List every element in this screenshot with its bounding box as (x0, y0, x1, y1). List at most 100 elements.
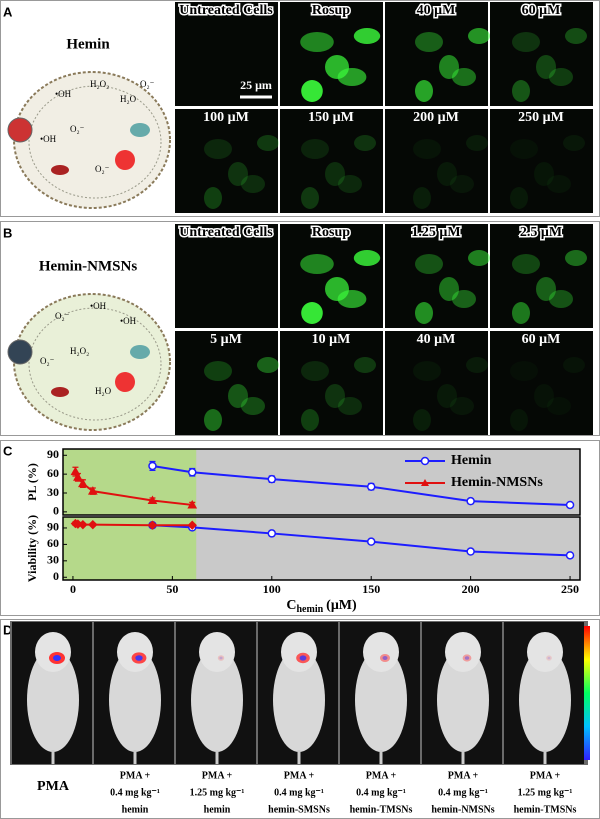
cell-label: •OH (90, 301, 107, 311)
signal (217, 655, 225, 661)
cell-label: •OH (55, 89, 72, 99)
cell-fluorescence (452, 290, 476, 308)
micrograph (490, 224, 593, 328)
cell-fluorescence (549, 290, 573, 308)
panel-title: Hemin-NMSNs (39, 258, 137, 274)
micrograph (175, 224, 278, 328)
signal-core (219, 656, 223, 660)
signal (462, 654, 472, 662)
cell-label: •OH (40, 134, 57, 144)
signal-core (464, 656, 470, 660)
cell-fluorescence (534, 384, 554, 408)
cell-label: O₂⁻ (55, 311, 70, 321)
cell-fluorescence (510, 187, 528, 209)
group-label: 0.4 mg kg⁻¹ (438, 787, 488, 798)
cell-label: H₂O₂ (70, 346, 89, 356)
cell-fluorescence (353, 250, 381, 266)
signal (546, 655, 552, 661)
cell-fluorescence (228, 162, 248, 186)
cell-fluorescence (257, 135, 279, 151)
cell-fluorescence (466, 357, 488, 373)
mouse-body (355, 648, 407, 752)
point (565, 551, 575, 560)
signal-core (382, 656, 388, 660)
series-line (152, 464, 571, 506)
y-tick-label: 0 (53, 569, 59, 583)
cell-fluorescence (512, 254, 540, 274)
x-tick-label: 150 (362, 582, 380, 596)
group-label: PMA + (202, 770, 233, 781)
image-label: Rosup (312, 3, 350, 18)
y-axis-label: PL (%) (25, 463, 39, 501)
image-label: 60 μM (522, 3, 561, 18)
point (73, 472, 83, 481)
signal-core (299, 655, 307, 661)
y-tick-label: 90 (47, 520, 59, 534)
micrograph (490, 109, 593, 213)
point (188, 468, 197, 477)
point (466, 496, 475, 506)
micrograph (280, 224, 383, 328)
cell-label: H₂O (95, 386, 112, 396)
cell-fluorescence (301, 409, 319, 431)
point (147, 520, 158, 530)
cell-fluorescence (354, 135, 376, 151)
image-label: 10 μM (312, 332, 351, 347)
micrograph (385, 331, 488, 435)
cell-fluorescence (413, 187, 431, 209)
cell-fluorescence (536, 277, 556, 301)
cell-fluorescence (565, 28, 587, 44)
mouse-body (191, 648, 243, 752)
point (147, 495, 158, 505)
group-label: hemin-SMSNs (268, 804, 330, 815)
cell-fluorescence (450, 175, 474, 193)
cell-fluorescence (536, 55, 556, 79)
organelle (115, 150, 135, 170)
x-axis-label-unit: (μM) (326, 598, 357, 613)
micrograph (175, 331, 278, 435)
y-tick-label: 0 (53, 504, 59, 518)
cell-fluorescence (549, 68, 573, 86)
cell-inner (28, 85, 162, 199)
cell-fluorescence (325, 277, 349, 301)
particle (7, 117, 33, 143)
point (187, 499, 198, 509)
group-label: PMA + (448, 770, 479, 781)
y-tick-label: 30 (47, 485, 59, 499)
cell-fluorescence (413, 409, 431, 431)
cell-inner (28, 307, 162, 421)
cell-label: H₂O (120, 94, 137, 104)
cell-fluorescence (510, 361, 538, 381)
cell-fluorescence (300, 254, 334, 274)
cell-fluorescence (415, 80, 433, 102)
cell-fluorescence (450, 397, 474, 415)
group-label: 1.25 mg kg⁻¹ (190, 787, 245, 798)
point (366, 537, 376, 546)
image-label: 200 μM (413, 110, 459, 125)
x-axis-label: Chemin (μM) (286, 598, 357, 615)
cell-fluorescence (512, 302, 530, 324)
x-tick-label: 200 (462, 582, 480, 596)
group-label: hemin (122, 804, 149, 815)
cell-fluorescence (325, 55, 349, 79)
group-label: PMA + (284, 770, 315, 781)
cell-fluorescence (228, 384, 248, 408)
cell-label: O₂⁻ (140, 79, 155, 89)
image-label: 2.5 μM (520, 225, 562, 240)
plot-frame (62, 448, 581, 516)
organelle (115, 372, 135, 392)
cell-fluorescence (204, 187, 222, 209)
cell-fluorescence (241, 397, 265, 415)
mouse-head (363, 632, 399, 672)
point (187, 520, 197, 530)
group-label: 0.4 mg kg⁻¹ (274, 787, 324, 798)
cell-fluorescence (563, 135, 585, 151)
mouse-body (27, 648, 79, 752)
mouse-head (117, 632, 153, 672)
legend-marker (420, 456, 430, 466)
mouse-body (109, 648, 161, 752)
cell-fluorescence (338, 175, 362, 193)
image-label: 40 μM (417, 3, 456, 18)
legend-marker (421, 479, 429, 486)
image-label: 40 μM (417, 332, 456, 347)
